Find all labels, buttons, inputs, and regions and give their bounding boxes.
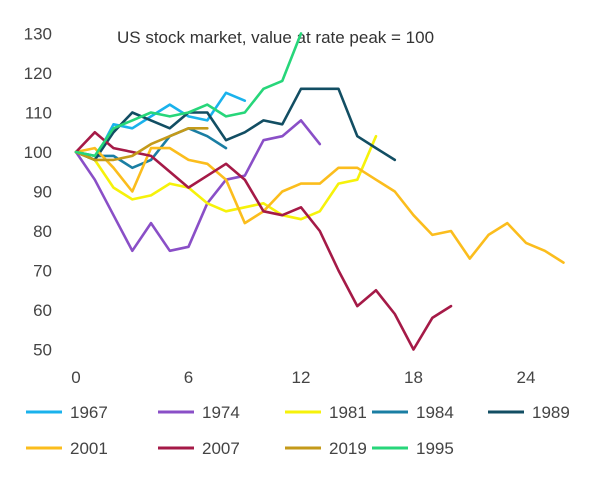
legend-item-1974: 1974 (158, 403, 240, 422)
x-tick-label: 0 (71, 368, 80, 387)
legend-item-1995: 1995 (372, 439, 454, 458)
legend-item-2019: 2019 (285, 439, 367, 458)
legend-label: 2001 (70, 439, 108, 458)
plot-area (74, 32, 565, 351)
x-tick-label: 12 (292, 368, 311, 387)
legend-item-1984: 1984 (372, 403, 454, 422)
y-axis: 50 60 70 80 90 100 110 120 130 (24, 25, 52, 360)
legend-item-1981: 1981 (285, 403, 367, 422)
series-line-1981 (74, 134, 378, 221)
series-line-1989 (74, 87, 397, 162)
chart-title: US stock market, value at rate peak = 10… (117, 28, 434, 47)
series-line-1995 (74, 32, 303, 158)
x-tick-label: 18 (404, 368, 423, 387)
legend-label: 2007 (202, 439, 240, 458)
y-tick-label: 70 (33, 262, 52, 281)
legend-label: 1984 (416, 403, 454, 422)
legend-item-1967: 1967 (26, 403, 108, 422)
y-tick-label: 100 (24, 143, 52, 162)
legend-label: 2019 (329, 439, 367, 458)
series-line-2001 (74, 146, 565, 264)
series-line-2007 (74, 131, 453, 351)
y-tick-label: 110 (25, 104, 52, 123)
y-tick-label: 50 (33, 341, 52, 360)
y-tick-label: 80 (33, 222, 52, 241)
legend: 1967 1974 1981 1984 1989 2001 2007 2019 1995 (26, 403, 570, 458)
legend-item-2007: 2007 (158, 439, 240, 458)
y-tick-label: 90 (33, 183, 52, 202)
x-tick-label: 6 (184, 368, 193, 387)
legend-label: 1989 (532, 403, 570, 422)
legend-label: 1981 (329, 403, 367, 422)
y-tick-label: 120 (24, 64, 52, 83)
legend-item-2001: 2001 (26, 439, 108, 458)
y-tick-label: 130 (24, 25, 52, 44)
legend-item-1989: 1989 (488, 403, 570, 422)
series-line-1974 (74, 119, 322, 253)
x-axis: 0 6 12 18 24 (71, 368, 535, 387)
y-tick-label: 60 (33, 301, 52, 320)
x-tick-label: 24 (517, 368, 536, 387)
legend-label: 1974 (202, 403, 240, 422)
series-line-2019 (74, 127, 209, 162)
legend-label: 1967 (70, 403, 108, 422)
legend-label: 1995 (416, 439, 454, 458)
